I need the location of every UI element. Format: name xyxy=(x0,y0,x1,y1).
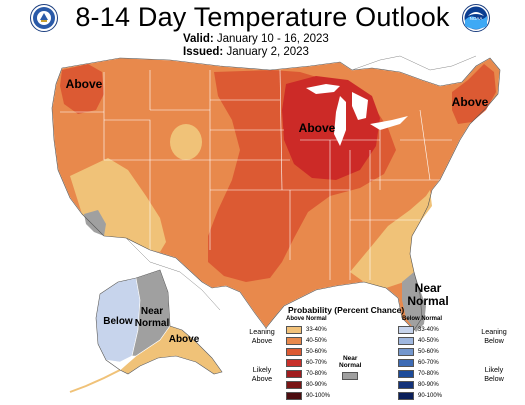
legend-below-swatch xyxy=(398,391,414,400)
label-alaska-below: Below xyxy=(103,316,133,327)
issued-value: January 2, 2023 xyxy=(226,46,309,58)
legend-below-row: 33-40% xyxy=(398,325,439,334)
legend-above-header: Above Normal xyxy=(286,316,327,322)
legend-above-swatch xyxy=(286,358,302,367)
legend-below-row: 70-80% xyxy=(398,369,439,378)
legend-above-swatch xyxy=(286,325,302,334)
valid-value: January 10 - 16, 2023 xyxy=(216,33,329,45)
valid-dates: Valid: January 10 - 16, 2023 xyxy=(183,33,329,45)
likely-below-line1: Likely xyxy=(484,365,504,374)
legend-likely-above: Likely Above xyxy=(242,365,282,383)
legend-above-row: 80-90% xyxy=(286,380,327,389)
noaa-emblem-right-icon: NOAA xyxy=(462,4,490,32)
legend-below-swatch xyxy=(398,347,414,356)
alaska-outline xyxy=(95,269,223,375)
leaning-above-line2: Above xyxy=(251,336,273,345)
issued-label: Issued: xyxy=(183,46,224,58)
legend-below-label: 40-50% xyxy=(418,337,439,344)
near-normal-line2: Normal xyxy=(339,362,362,369)
colorado-leaning-region xyxy=(170,124,202,160)
label-florida-normal: Normal xyxy=(407,294,448,308)
legend-below-swatch xyxy=(398,325,414,334)
legend-below-label: 80-90% xyxy=(418,381,439,388)
label-northeast-above: Above xyxy=(452,95,489,109)
florida-near-normal-region xyxy=(402,272,426,332)
lake-michigan-shape xyxy=(334,96,346,146)
legend-above-row: 60-70% xyxy=(286,358,327,367)
lake-superior-shape xyxy=(306,84,340,94)
noaa-text: NOAA xyxy=(470,16,483,21)
legend-above-label: 70-80% xyxy=(306,370,327,377)
legend-above-swatch xyxy=(286,336,302,345)
legend-above-row: 40-50% xyxy=(286,336,327,345)
legend-above-row: 90-100% xyxy=(286,391,330,400)
legend-leaning-above: Leaning Above xyxy=(242,327,282,345)
legend-above-row: 33-40% xyxy=(286,325,327,334)
legend-above-label: 40-50% xyxy=(306,337,327,344)
legend-below-swatch xyxy=(398,369,414,378)
legend-below-row: 90-100% xyxy=(398,391,442,400)
legend-above-label: 60-70% xyxy=(306,359,327,366)
valid-label: Valid: xyxy=(183,33,214,45)
near-normal-swatch xyxy=(342,372,359,380)
legend-above-label: 80-90% xyxy=(306,381,327,388)
legend-below-row: 40-50% xyxy=(398,336,439,345)
conus-outline xyxy=(51,57,501,331)
legend-above-swatch xyxy=(286,391,302,400)
noaa-emblem-left-icon xyxy=(30,4,58,32)
legend-below-swatch xyxy=(398,380,414,389)
likely-above-line1: Likely xyxy=(252,365,272,374)
state-boundaries xyxy=(60,69,452,280)
near-normal-line1: Near xyxy=(342,355,358,362)
legend-below-swatch xyxy=(398,336,414,345)
legend-above-label: 33-40% xyxy=(306,326,327,333)
page-title: 8-14 Day Temperature Outlook xyxy=(75,2,450,32)
lake-erie-ontario-shape xyxy=(370,116,408,130)
legend-leaning-below: Leaning Below xyxy=(474,327,514,345)
leaning-below-line1: Leaning xyxy=(481,327,507,336)
legend-below-row: 50-60% xyxy=(398,347,439,356)
legend-above-row: 70-80% xyxy=(286,369,327,378)
label-alaska-near: Near xyxy=(141,306,163,317)
issued-date: Issued: January 2, 2023 xyxy=(183,46,309,58)
canada-border-line xyxy=(351,55,477,71)
legend-below-row: 60-70% xyxy=(398,358,439,367)
probability-legend: Probability (Percent Chance) Above Norma… xyxy=(242,301,520,403)
legend-below-row: 80-90% xyxy=(398,380,439,389)
legend-above-swatch xyxy=(286,347,302,356)
pacific-nw-above-region xyxy=(60,64,104,114)
mexico-border-line xyxy=(125,237,221,311)
legend-below-label: 50-60% xyxy=(418,348,439,355)
legend-above-label: 50-60% xyxy=(306,348,327,355)
legend-above-label: 90-100% xyxy=(306,392,331,399)
label-florida-near: Near xyxy=(415,281,442,295)
southwest-near-normal-region xyxy=(84,210,106,236)
legend-above-row: 50-60% xyxy=(286,347,327,356)
label-pacific-nw-above: Above xyxy=(66,77,103,91)
legend-below-label: 70-80% xyxy=(418,370,439,377)
label-alaska-normal: Normal xyxy=(135,318,170,329)
legend-below-label: 33-40% xyxy=(418,326,439,333)
legend-likely-below: Likely Below xyxy=(474,365,514,383)
legend-below-header: Below Normal xyxy=(402,316,443,322)
legend-above-swatch xyxy=(286,380,302,389)
southwest-leaning-region xyxy=(70,158,166,252)
legend-below-label: 60-70% xyxy=(418,359,439,366)
lake-huron-shape xyxy=(352,92,368,120)
legend-below-label: 90-100% xyxy=(418,392,443,399)
likely-above-line2: Above xyxy=(251,374,273,383)
southeast-leaning-region xyxy=(350,190,432,288)
label-alaska-above: Above xyxy=(169,334,200,345)
legend-below-swatch xyxy=(398,358,414,367)
legend-above-swatch xyxy=(286,369,302,378)
leaning-below-line2: Below xyxy=(484,336,504,345)
legend-near-normal: Near Normal xyxy=(339,355,361,380)
legend-title: Probability (Percent Chance) xyxy=(288,305,405,315)
alaska-aleutian-chain xyxy=(69,369,121,393)
likely-below-line2: Below xyxy=(484,374,504,383)
leaning-above-line1: Leaning xyxy=(249,327,275,336)
label-great-lakes-above: Above xyxy=(299,121,336,135)
